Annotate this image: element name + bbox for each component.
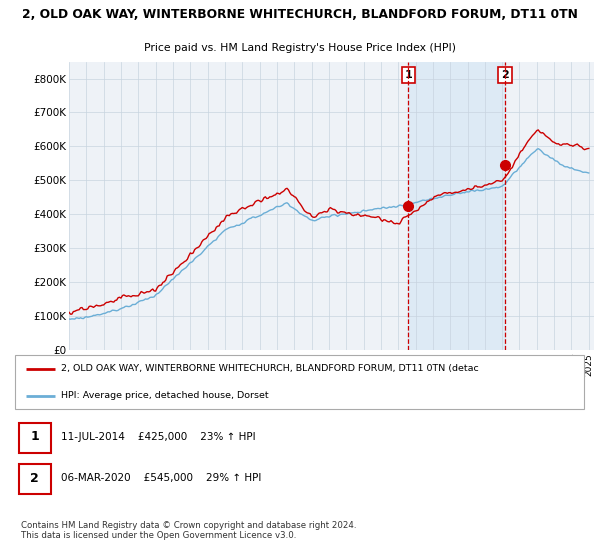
- FancyBboxPatch shape: [19, 464, 50, 494]
- Text: Contains HM Land Registry data © Crown copyright and database right 2024.
This d: Contains HM Land Registry data © Crown c…: [20, 521, 356, 540]
- FancyBboxPatch shape: [19, 423, 50, 452]
- FancyBboxPatch shape: [15, 355, 584, 409]
- Text: HPI: Average price, detached house, Dorset: HPI: Average price, detached house, Dors…: [61, 391, 269, 400]
- Text: 1: 1: [30, 431, 39, 444]
- Bar: [409, 62, 505, 350]
- Text: 2, OLD OAK WAY, WINTERBORNE WHITECHURCH, BLANDFORD FORUM, DT11 0TN: 2, OLD OAK WAY, WINTERBORNE WHITECHURCH,…: [22, 7, 578, 21]
- Text: 11-JUL-2014    £425,000    23% ↑ HPI: 11-JUL-2014 £425,000 23% ↑ HPI: [61, 432, 256, 442]
- Text: Price paid vs. HM Land Registry's House Price Index (HPI): Price paid vs. HM Land Registry's House …: [144, 43, 456, 53]
- Text: 06-MAR-2020    £545,000    29% ↑ HPI: 06-MAR-2020 £545,000 29% ↑ HPI: [61, 473, 262, 483]
- Text: 2: 2: [30, 472, 39, 484]
- Text: 2, OLD OAK WAY, WINTERBORNE WHITECHURCH, BLANDFORD FORUM, DT11 0TN (detac: 2, OLD OAK WAY, WINTERBORNE WHITECHURCH,…: [61, 364, 479, 373]
- Text: 2: 2: [501, 70, 509, 80]
- Text: 1: 1: [404, 70, 412, 80]
